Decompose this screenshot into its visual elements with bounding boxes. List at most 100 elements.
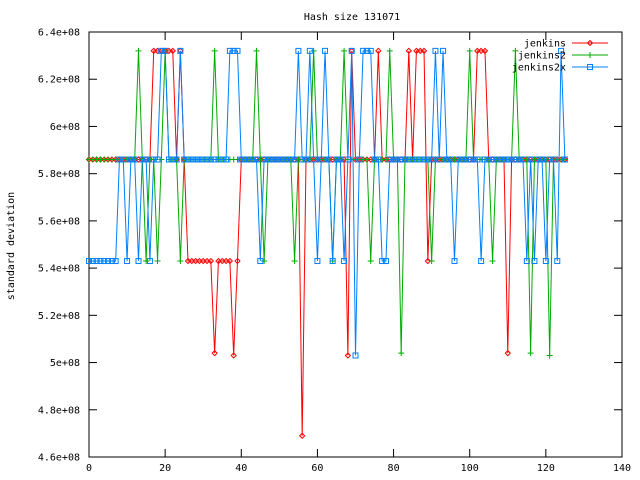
data-point — [298, 432, 306, 439]
data-point — [120, 156, 127, 163]
data-point — [177, 258, 184, 265]
data-point — [504, 349, 511, 357]
data-point — [105, 258, 112, 265]
data-point — [188, 156, 195, 163]
data-point — [409, 156, 416, 163]
data-point — [360, 47, 367, 54]
data-point — [207, 156, 214, 163]
data-point — [587, 64, 593, 70]
data-point — [500, 156, 507, 163]
data-point — [504, 156, 511, 163]
data-point — [158, 47, 165, 54]
x-tick-label: 140 — [613, 463, 631, 474]
data-point — [363, 47, 370, 54]
data-point — [226, 257, 234, 265]
data-point — [135, 258, 142, 265]
data-point — [135, 47, 142, 54]
data-point — [162, 47, 169, 54]
data-point — [101, 258, 108, 265]
data-point — [401, 156, 408, 163]
data-point — [219, 156, 226, 163]
data-point — [466, 47, 473, 54]
data-point — [337, 156, 344, 163]
data-point — [394, 156, 401, 163]
data-point — [344, 352, 352, 359]
data-point — [261, 156, 268, 163]
data-point — [97, 258, 104, 265]
data-point — [139, 156, 146, 163]
legend-label: jenkins2 — [518, 51, 566, 62]
data-point — [382, 258, 389, 265]
data-point — [466, 156, 473, 163]
data-point — [527, 350, 534, 357]
data-point — [344, 156, 351, 163]
data-point — [341, 258, 348, 265]
data-point — [424, 257, 432, 265]
data-point — [223, 156, 230, 163]
data-point — [542, 258, 549, 265]
data-point — [283, 156, 290, 163]
series-line — [89, 50, 566, 356]
data-point — [291, 258, 298, 265]
data-point — [226, 47, 233, 54]
data-point — [432, 47, 439, 54]
data-point — [421, 156, 428, 163]
data-point — [413, 156, 420, 163]
data-point — [481, 156, 488, 163]
data-point — [314, 258, 321, 265]
data-point — [493, 156, 500, 163]
y-tick-label: 4.8e+08 — [38, 405, 80, 416]
data-point — [143, 156, 150, 163]
data-point — [192, 156, 199, 163]
data-point — [238, 156, 245, 163]
y-tick-label: 6.2e+08 — [38, 75, 80, 86]
data-point — [481, 47, 489, 55]
data-point — [242, 156, 249, 163]
data-point — [405, 47, 413, 55]
data-point — [447, 156, 454, 163]
series-jenkins2x — [86, 47, 568, 359]
x-tick-label: 120 — [537, 463, 555, 474]
data-point — [546, 156, 553, 163]
data-point — [318, 156, 325, 163]
data-point — [367, 47, 374, 54]
data-point — [89, 258, 96, 265]
data-point — [379, 258, 386, 265]
data-point — [268, 156, 275, 163]
data-point — [428, 258, 435, 265]
data-point — [215, 156, 222, 163]
data-point — [586, 39, 594, 47]
data-point — [523, 258, 530, 265]
y-tick-label: 5.4e+08 — [38, 264, 80, 275]
data-point — [382, 156, 389, 163]
data-point — [417, 156, 424, 163]
legend-label: jenkins2x — [512, 63, 566, 74]
x-tick-label: 80 — [388, 463, 400, 474]
data-point — [539, 156, 546, 163]
data-point — [462, 156, 469, 163]
x-tick-label: 60 — [311, 463, 323, 474]
data-point — [371, 156, 378, 163]
data-point — [245, 156, 252, 163]
data-point — [234, 47, 241, 54]
data-point — [257, 258, 264, 265]
data-point — [181, 156, 188, 163]
data-point — [253, 47, 260, 54]
data-point — [531, 258, 538, 265]
data-point — [257, 156, 264, 163]
data-point — [287, 156, 294, 163]
data-point — [420, 47, 428, 55]
x-tick-label: 20 — [159, 463, 171, 474]
data-point — [177, 47, 184, 54]
data-point — [546, 352, 553, 359]
data-point — [470, 156, 477, 163]
data-point — [386, 156, 393, 163]
data-point — [459, 156, 466, 163]
data-point — [512, 156, 519, 163]
legend-label: jenkins — [524, 39, 566, 50]
data-point — [184, 156, 191, 163]
x-tick-label: 100 — [461, 463, 479, 474]
data-point — [173, 156, 180, 163]
